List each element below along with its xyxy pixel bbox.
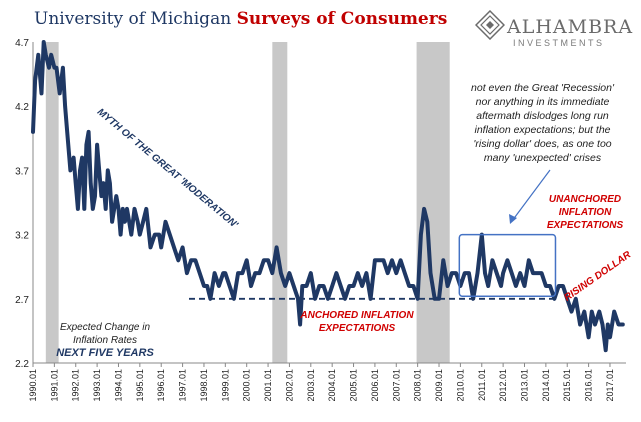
logo-name: ALHAMBRA [507,16,634,38]
recession-note-line: 'rising dollar' does, as one too [473,138,612,150]
legend-bold: NEXT FIVE YEARS [56,347,154,359]
x-tick-label: 1997.01 [178,369,188,402]
unanchored-line: INFLATION [558,207,612,218]
x-tick-label: 2008.01 [413,369,423,402]
x-tick-label: 2015.01 [562,369,572,402]
x-tick-label: 1995.01 [135,369,145,402]
annotation-shapes [188,169,557,300]
y-tick-label: 2.2 [15,359,29,370]
y-tick-label: 2.7 [15,295,29,306]
unanchored-line: UNANCHORED [548,194,622,205]
y-tick-label: 3.2 [15,231,29,242]
inflation-expectations-line [31,40,625,353]
x-tick-label: 2002.01 [284,369,294,402]
x-tick-labels: 1990.01 1991.01 1992.01 1993.01 1994.01 1995.… [28,369,615,402]
anchored-label: ANCHORED INFLATION EXPECTATIONS [292,309,422,335]
x-tick-label: 2010.01 [455,369,465,402]
x-tick-label: 1999.01 [220,369,230,402]
series [31,40,625,353]
callout-arrowhead [509,214,517,224]
recession-note-line: inflation expectations; but the [474,124,611,136]
anchored-line: ANCHORED INFLATION [300,310,414,321]
x-tick-label: 2017.01 [605,369,615,402]
title-part-1: University of Michigan [34,9,232,29]
x-tick-label: 2006.01 [370,369,380,402]
series-legend: Expected Change in Inflation Rates NEXT … [45,321,165,360]
unanchored-line: EXPECTATIONS [546,220,624,231]
x-tick-label: 2009.01 [434,369,444,402]
x-tick-label: 1996.01 [156,369,166,402]
title-part-2: Surveys of Consumers [236,9,448,29]
logo-subtitle: INVESTMENTS [513,38,605,48]
recession-note-line: nor anything in its immediate [475,96,610,108]
chart-title: University of Michigan Surveys of Consum… [34,9,447,29]
recession-note: not even the Great 'Recession' nor anyth… [455,81,630,165]
recession-band [416,42,450,363]
legend-line: Inflation Rates [73,335,137,346]
recession-note-line: not even the Great 'Recession' [471,82,614,94]
legend-line: Expected Change in [59,322,151,333]
x-tick-label: 1991.01 [49,369,59,402]
recession-band [45,42,59,363]
anchored-line: EXPECTATIONS [318,323,396,334]
y-tick-labels: 2.2 2.7 3.2 3.7 4.2 4.7 [15,38,29,370]
unanchored-label: UNANCHORED INFLATION EXPECTATIONS [530,193,640,232]
x-tick-label: 2001.01 [263,369,273,402]
x-tick-label: 2007.01 [391,369,401,402]
y-tick-label: 4.7 [15,38,29,49]
x-tick-label: 2000.01 [242,369,252,402]
x-tick-label: 2014.01 [541,369,551,402]
recession-note-line: aftermath dislodges long run [476,110,609,122]
x-tick-label: 1990.01 [28,369,38,402]
y-tick-label: 3.7 [15,166,29,177]
alhambra-logo-icon [475,10,505,40]
x-tick-label: 2004.01 [327,369,337,402]
callout-arrow [511,169,551,222]
x-tick-label: 1998.01 [199,369,209,402]
y-tick-label: 4.2 [15,102,29,113]
recession-band [272,42,288,363]
x-tick-label: 2016.01 [584,369,594,402]
recession-note-line: many 'unexpected' crises [483,152,602,164]
x-tick-label: 2005.01 [349,369,359,402]
x-tick-label: 2013.01 [519,369,529,402]
x-tick-label: 1992.01 [71,369,81,402]
x-tick-label: 2003.01 [306,369,316,402]
unanchored-highlight-box [458,233,557,297]
x-tick-label: 2011.01 [477,369,487,401]
x-tick-label: 2012.01 [498,369,508,402]
axes [32,42,626,367]
x-tick-label: 1994.01 [113,369,123,402]
x-tick-label: 1993.01 [92,369,102,402]
